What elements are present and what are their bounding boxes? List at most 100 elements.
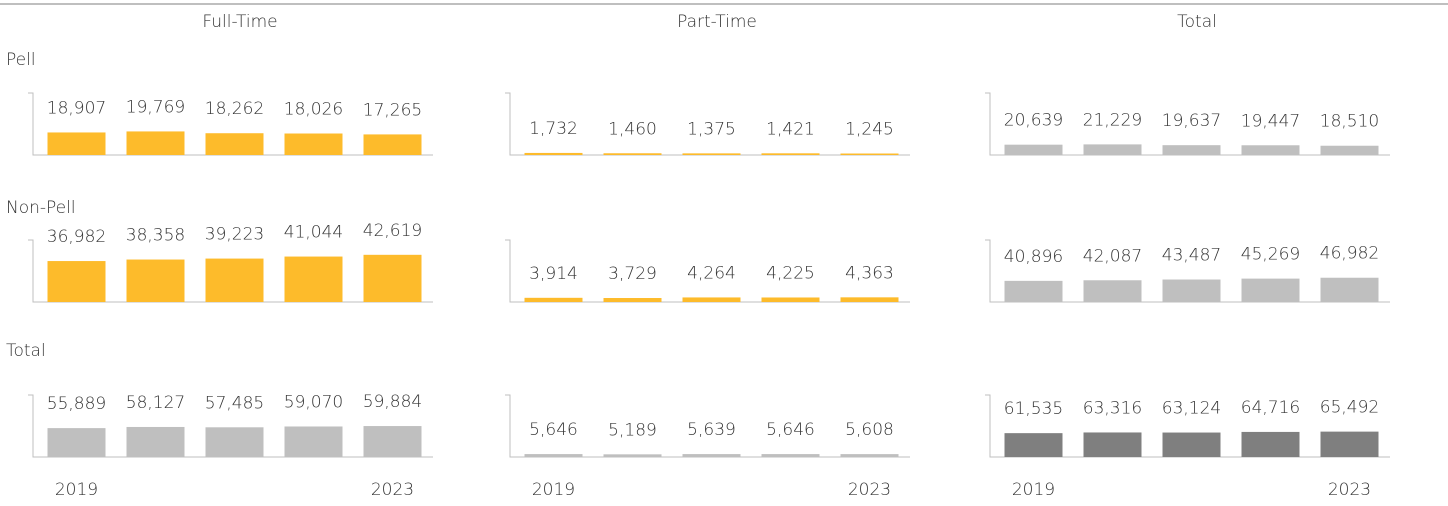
- value-label: 59,070: [284, 392, 343, 412]
- bar: [761, 454, 820, 457]
- row-label: Non-Pell: [6, 198, 76, 218]
- value-label: 57,485: [205, 393, 264, 413]
- bar: [47, 428, 106, 457]
- value-label: 20,639: [1004, 111, 1063, 131]
- bar: [1162, 432, 1221, 457]
- value-label: 38,358: [126, 226, 185, 246]
- bar: [126, 131, 185, 155]
- value-label: 19,637: [1162, 111, 1221, 131]
- value-label: 58,127: [126, 393, 185, 413]
- bar: [1320, 431, 1379, 457]
- value-label: 4,225: [766, 263, 815, 283]
- bar: [1083, 280, 1142, 302]
- bar: [1083, 432, 1142, 457]
- value-label: 19,447: [1241, 111, 1300, 131]
- bar: [761, 297, 820, 302]
- value-label: 1,421: [766, 119, 815, 139]
- bar: [363, 134, 422, 155]
- value-label: 19,769: [126, 97, 185, 117]
- bar: [1004, 280, 1063, 302]
- bar: [524, 297, 583, 302]
- value-label: 3,914: [529, 264, 578, 284]
- bar: [284, 426, 343, 457]
- bar: [840, 153, 899, 155]
- bar: [205, 427, 264, 457]
- x-tick-label: 2019: [1012, 480, 1055, 500]
- row-label: Pell: [6, 50, 36, 70]
- value-label: 55,889: [47, 394, 106, 414]
- bar: [284, 133, 343, 155]
- value-label: 18,026: [284, 100, 343, 120]
- bar: [1004, 433, 1063, 457]
- value-label: 40,896: [1004, 247, 1063, 267]
- bar: [524, 152, 583, 155]
- bar: [524, 454, 583, 457]
- bar: [761, 153, 820, 155]
- value-label: 1,732: [529, 119, 578, 139]
- value-label: 64,716: [1241, 398, 1300, 418]
- bar: [682, 297, 741, 302]
- bar: [682, 153, 741, 155]
- bar: [1162, 145, 1221, 155]
- value-label: 39,223: [205, 225, 264, 245]
- value-label: 17,265: [363, 100, 422, 120]
- bar: [284, 256, 343, 302]
- value-label: 61,535: [1004, 399, 1063, 419]
- bar: [205, 258, 264, 302]
- x-tick-label: 2023: [371, 480, 414, 500]
- bar: [1162, 279, 1221, 302]
- value-label: 42,087: [1083, 246, 1142, 266]
- bar: [47, 261, 106, 302]
- value-label: 18,510: [1320, 112, 1379, 132]
- value-label: 5,646: [766, 420, 815, 440]
- bar: [840, 454, 899, 457]
- value-label: 43,487: [1162, 246, 1221, 266]
- value-label: 45,269: [1241, 245, 1300, 265]
- bar: [126, 426, 185, 457]
- value-label: 18,262: [205, 99, 264, 119]
- value-label: 42,619: [363, 221, 422, 241]
- bar: [1241, 431, 1300, 457]
- value-label: 4,264: [687, 263, 736, 283]
- bar: [1004, 144, 1063, 155]
- bar: [840, 297, 899, 302]
- x-tick-label: 2023: [848, 480, 891, 500]
- column-header: Part-Time: [677, 12, 757, 32]
- value-label: 5,646: [529, 420, 578, 440]
- bar: [47, 132, 106, 155]
- value-label: 5,639: [687, 420, 736, 440]
- x-tick-label: 2019: [532, 480, 575, 500]
- column-header: Total: [1177, 12, 1217, 32]
- bar: [1241, 145, 1300, 155]
- bar: [603, 153, 662, 155]
- value-label: 63,124: [1162, 399, 1221, 419]
- bar: [603, 454, 662, 457]
- value-label: 5,608: [845, 420, 894, 440]
- row-label: Total: [6, 341, 46, 361]
- x-tick-label: 2023: [1328, 480, 1371, 500]
- value-label: 41,044: [284, 223, 343, 243]
- value-label: 46,982: [1320, 244, 1379, 264]
- value-label: 5,189: [608, 420, 657, 440]
- value-label: 59,884: [363, 392, 422, 412]
- bar: [126, 259, 185, 302]
- value-label: 3,729: [608, 264, 657, 284]
- value-label: 65,492: [1320, 398, 1379, 418]
- value-label: 1,460: [608, 119, 657, 139]
- value-label: 1,375: [687, 119, 736, 139]
- x-tick-label: 2019: [55, 480, 98, 500]
- bar: [363, 254, 422, 302]
- value-label: 21,229: [1083, 110, 1142, 130]
- value-label: 63,316: [1083, 398, 1142, 418]
- bar: [1320, 145, 1379, 155]
- bar: [1241, 278, 1300, 302]
- bar: [205, 133, 264, 155]
- value-label: 36,982: [47, 227, 106, 247]
- column-header: Full-Time: [202, 12, 277, 32]
- bar: [682, 454, 741, 457]
- value-label: 18,907: [47, 98, 106, 118]
- bar: [603, 298, 662, 302]
- bar: [1320, 277, 1379, 302]
- value-label: 4,363: [845, 263, 894, 283]
